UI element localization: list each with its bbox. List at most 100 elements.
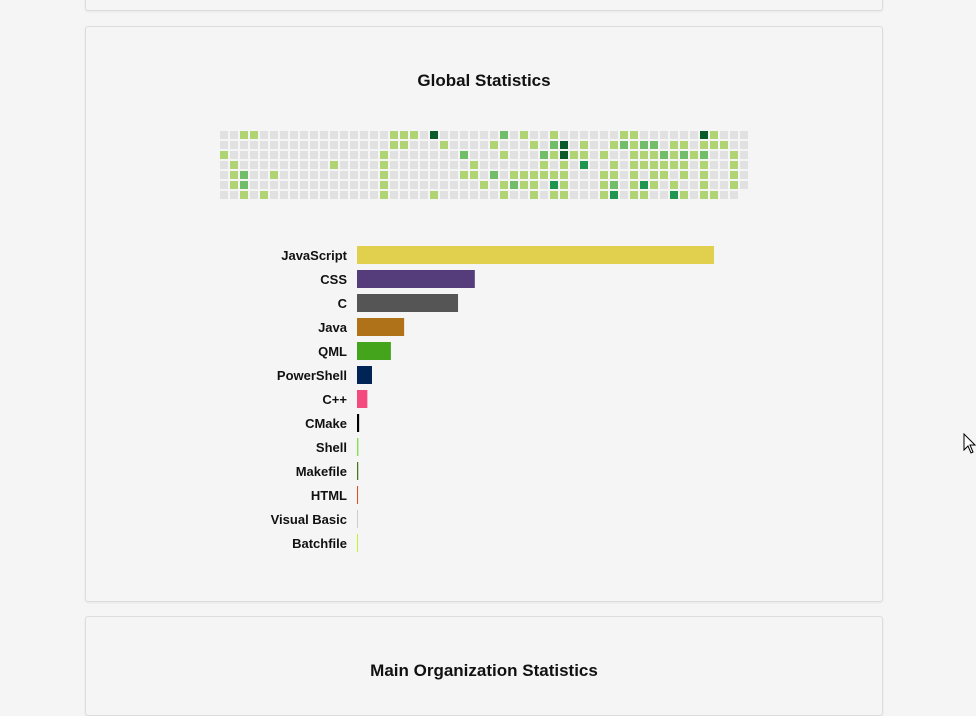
heatmap-cell [480,181,488,189]
heatmap-cell [550,161,558,169]
heatmap-cell [540,161,548,169]
bar-label: HTML [311,488,347,503]
heatmap-cell [560,171,568,179]
heatmap-cell [250,131,258,139]
heatmap-cell [270,181,278,189]
heatmap-cell [660,191,668,199]
heatmap-cell [580,161,588,169]
bar [357,246,714,264]
heatmap-cell [230,141,238,149]
heatmap-cell [730,161,738,169]
heatmap-cell [240,171,248,179]
heatmap-cell [640,141,648,149]
heatmap-cell [570,151,578,159]
heatmap-cell [330,141,338,149]
bar [357,486,359,504]
heatmap-cell [220,171,228,179]
bar-label: Makefile [296,464,347,479]
heatmap-cell [470,161,478,169]
heatmap-cell [320,191,328,199]
heatmap-cell [670,141,678,149]
heatmap-cell [510,191,518,199]
heatmap-cell [660,131,668,139]
bar-label: PowerShell [277,368,347,383]
heatmap-cell [610,131,618,139]
heatmap-cell [540,191,548,199]
heatmap-cell [300,171,308,179]
heatmap-cell [530,191,538,199]
mouse-cursor-icon [963,433,976,454]
heatmap-cell [470,141,478,149]
heatmap-cell [580,191,588,199]
heatmap-cell [370,151,378,159]
heatmap-cell [500,161,508,169]
heatmap-cell [540,151,548,159]
heatmap-cell [580,151,588,159]
heatmap-cell [270,151,278,159]
heatmap-cell [280,171,288,179]
heatmap-cell [380,141,388,149]
heatmap-cell [480,131,488,139]
heatmap-cell [680,161,688,169]
heatmap-cell [420,181,428,189]
heatmap-cell [720,191,728,199]
heatmap-cell [310,191,318,199]
heatmap-cell [650,181,658,189]
heatmap-cell [560,151,568,159]
heatmap-cell [220,151,228,159]
heatmap-cell [430,181,438,189]
heatmap-cell [290,191,298,199]
heatmap-cell [380,131,388,139]
heatmap-cell [310,161,318,169]
bar-label: CMake [305,416,347,431]
heatmap-cell [280,181,288,189]
heatmap-cell [720,131,728,139]
heatmap-cell [570,181,578,189]
heatmap-cell [700,191,708,199]
heatmap-cell [590,131,598,139]
heatmap-cell [740,141,748,149]
heatmap-cell [300,141,308,149]
heatmap-cell [440,151,448,159]
heatmap-cell [580,141,588,149]
heatmap-cell [450,181,458,189]
heatmap-cell [540,171,548,179]
heatmap-cell [390,181,398,189]
bar-label: Shell [316,440,347,455]
heatmap-cell [670,151,678,159]
heatmap-cell [720,151,728,159]
heatmap-cell [640,181,648,189]
heatmap-cell [590,171,598,179]
heatmap-cell [460,191,468,199]
heatmap-cell [480,151,488,159]
heatmap-cell [500,191,508,199]
heatmap-cell [320,131,328,139]
heatmap-cell [320,151,328,159]
global-statistics-card: Global Statistics JavaScript CSS C Java QML P… [85,26,883,602]
heatmap-cell [720,141,728,149]
heatmap-cell [360,131,368,139]
heatmap-cell [700,171,708,179]
heatmap-cell [670,161,678,169]
heatmap-cell [240,191,248,199]
main-organization-statistics-card: Main Organization Statistics [85,616,883,716]
heatmap-cell [570,161,578,169]
heatmap-cell [440,141,448,149]
heatmap-cell [690,151,698,159]
heatmap-cell [670,131,678,139]
heatmap-cell [390,171,398,179]
heatmap-cell [450,161,458,169]
heatmap-cell [490,191,498,199]
heatmap-cell [720,161,728,169]
heatmap-cell [500,151,508,159]
heatmap-cell [220,141,228,149]
bar-label: QML [318,344,347,359]
heatmap-cell [270,131,278,139]
heatmap-cell [630,161,638,169]
heatmap-cell [520,191,528,199]
heatmap-cell [490,171,498,179]
heatmap-cell [710,151,718,159]
previous-card [85,0,883,11]
heatmap-cell [710,191,718,199]
heatmap-cell [320,181,328,189]
